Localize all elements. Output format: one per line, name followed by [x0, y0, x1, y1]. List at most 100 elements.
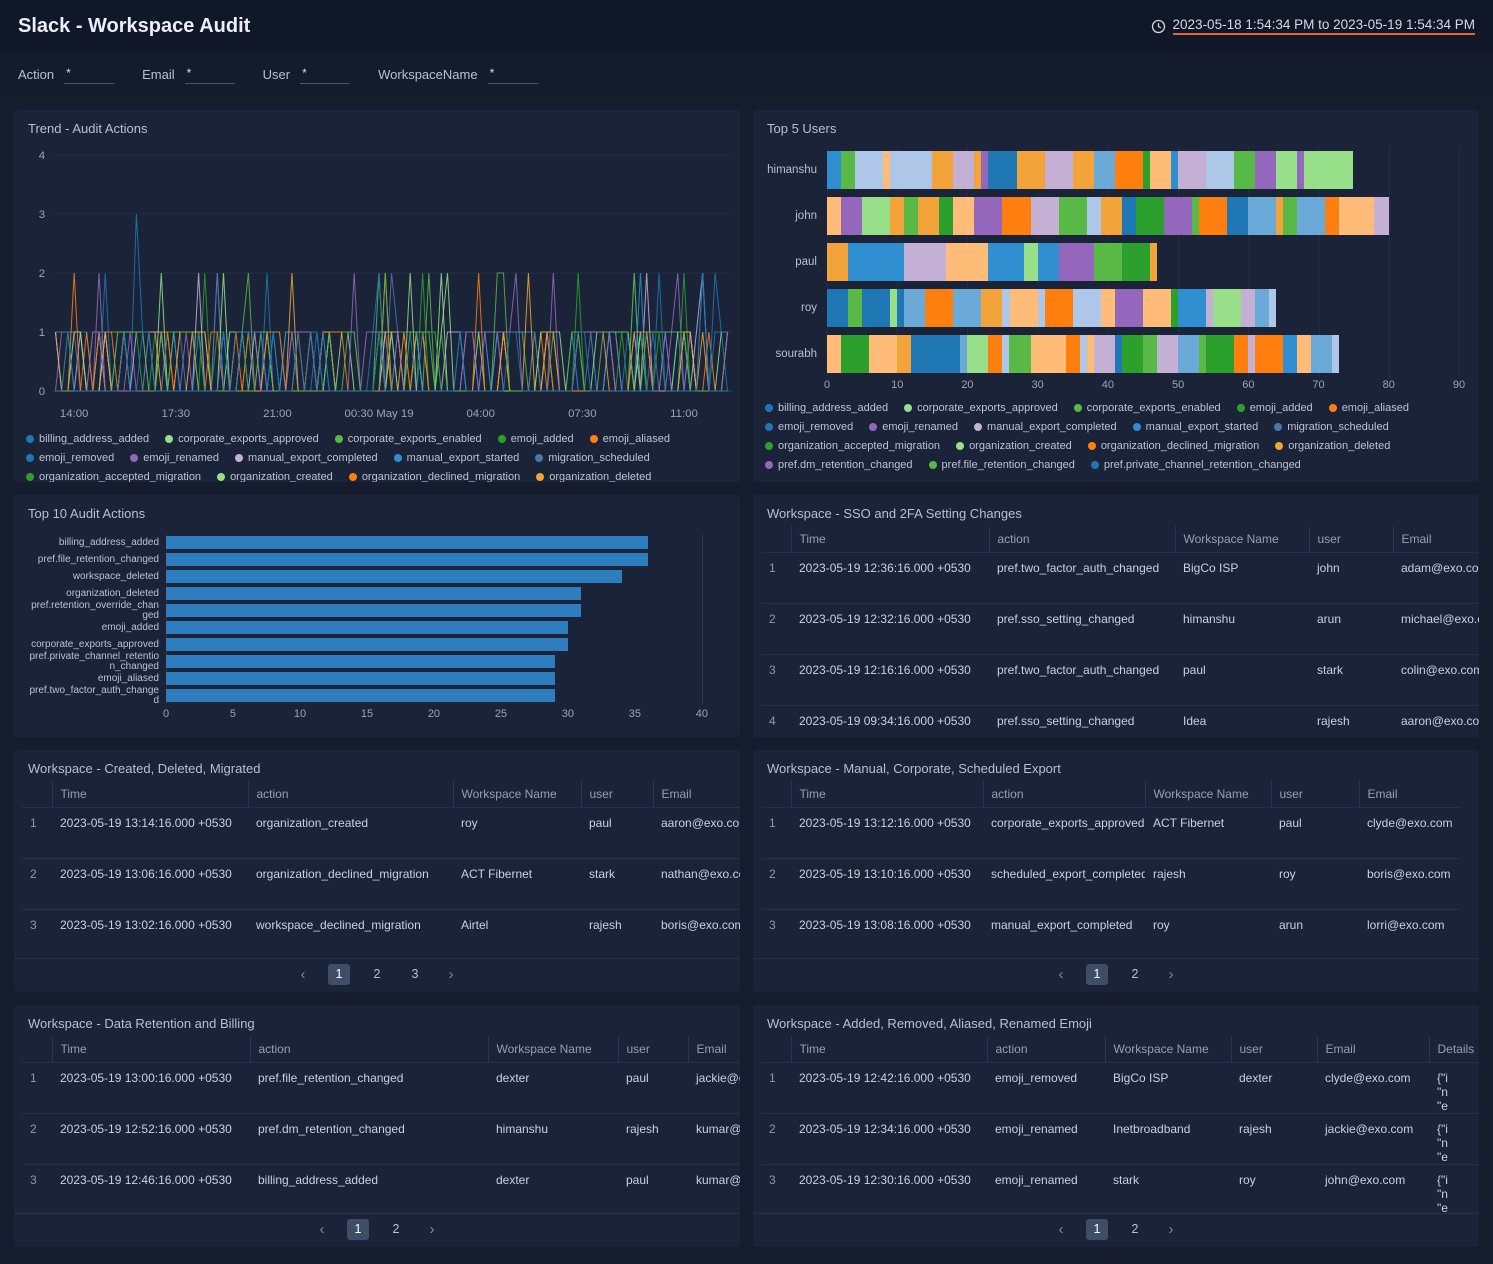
legend-item[interactable]: corporate_exports_enabled — [1073, 398, 1221, 417]
legend-item[interactable]: organization_created — [217, 467, 333, 482]
filter-input-workspacename[interactable]: * — [487, 66, 538, 84]
pager-next-icon[interactable]: › — [1168, 966, 1174, 983]
pager-prev-icon[interactable]: ‹ — [1058, 1221, 1064, 1238]
top5-bar-sourabh[interactable] — [827, 331, 1459, 377]
table-row[interactable]: 3 2023-05-19 13:02:16.000 +0530 workspace_… — [22, 909, 740, 958]
table-row[interactable]: 3 2023-05-19 13:08:16.000 +0530 manual_exp… — [761, 909, 1459, 958]
legend-item[interactable]: emoji_removed — [765, 417, 853, 436]
table-row[interactable]: 1 2023-05-19 13:12:16.000 +0530 corporate_… — [761, 807, 1459, 859]
legend-item[interactable]: organization_deleted — [1275, 436, 1390, 455]
column-header-email[interactable]: Email — [1316, 1036, 1429, 1063]
top5-bar-himanshu[interactable] — [827, 147, 1459, 193]
filter-input-email[interactable]: * — [184, 66, 235, 84]
table-row[interactable]: 1 2023-05-19 13:14:16.000 +0530 organizati… — [22, 807, 740, 859]
table-row[interactable]: 1 2023-05-19 13:00:16.000 +0530 pref.file_… — [22, 1062, 740, 1114]
column-header-workspace-name[interactable]: Workspace Name — [1144, 781, 1271, 808]
legend-item[interactable]: emoji_renamed — [130, 448, 219, 467]
column-header-workspace-name[interactable]: Workspace Name — [487, 1036, 618, 1063]
top5-bar-john[interactable] — [827, 193, 1459, 239]
table-row[interactable]: 4 2023-05-19 09:34:16.000 +0530 pref.sso_s… — [761, 705, 1479, 737]
top5-bar-roy[interactable] — [827, 285, 1459, 331]
top10-bar-1[interactable] — [166, 553, 649, 566]
pager-page-2[interactable]: 2 — [1131, 1222, 1139, 1236]
table-row[interactable]: 1 2023-05-19 12:36:16.000 +0530 pref.two_f… — [761, 552, 1479, 604]
top5-bar-paul[interactable] — [827, 239, 1459, 285]
table-row[interactable]: 3 2023-05-19 12:46:16.000 +0530 billing_ad… — [22, 1164, 740, 1213]
column-header-user[interactable]: user — [1308, 526, 1393, 553]
column-header-user[interactable]: user — [1270, 781, 1359, 808]
column-header-action[interactable]: action — [249, 1036, 488, 1063]
filter-input-action[interactable]: * — [64, 66, 115, 84]
table-row[interactable]: 1 2023-05-19 12:42:16.000 +0530 emoji_remo… — [761, 1062, 1479, 1114]
column-header-action[interactable]: action — [988, 526, 1175, 553]
table-row[interactable]: 2 2023-05-19 12:32:16.000 +0530 pref.sso_s… — [761, 603, 1479, 655]
legend-item[interactable]: emoji_aliased — [589, 429, 670, 448]
column-header-time[interactable]: Time — [790, 526, 989, 553]
legend-item[interactable]: migration_scheduled — [1274, 417, 1389, 436]
top10-bar-2[interactable] — [166, 570, 622, 583]
pager-page-2[interactable]: 2 — [392, 1222, 400, 1236]
column-header-email[interactable]: Email — [1392, 526, 1479, 553]
table-row[interactable]: 3 2023-05-19 12:30:16.000 +0530 emoji_rena… — [761, 1164, 1479, 1213]
pager-page-1[interactable]: 1 — [347, 1219, 369, 1240]
column-header-action[interactable]: action — [986, 1036, 1105, 1063]
legend-item[interactable]: emoji_aliased — [1328, 398, 1409, 417]
legend-item[interactable]: manual_export_completed — [235, 448, 378, 467]
legend-item[interactable]: emoji_removed — [26, 448, 114, 467]
legend-item[interactable]: manual_export_started — [1132, 417, 1258, 436]
pager-next-icon[interactable]: › — [1168, 1221, 1174, 1238]
pager-page-2[interactable]: 2 — [373, 967, 381, 981]
legend-item[interactable]: emoji_added — [497, 429, 574, 448]
table-row[interactable]: 2 2023-05-19 12:34:16.000 +0530 emoji_rena… — [761, 1113, 1479, 1165]
legend-item[interactable]: organization_created — [956, 436, 1072, 455]
filter-input-user[interactable]: * — [300, 66, 351, 84]
pager-page-1[interactable]: 1 — [1086, 1219, 1108, 1240]
column-header-action[interactable]: action — [247, 781, 453, 808]
column-header-user[interactable]: user — [1230, 1036, 1317, 1063]
stacked-bars-area[interactable] — [827, 147, 1460, 377]
pager-page-1[interactable]: 1 — [1086, 964, 1108, 985]
table-row[interactable]: 2 2023-05-19 13:10:16.000 +0530 scheduled_… — [761, 858, 1459, 910]
top10-bar-9[interactable] — [166, 689, 555, 702]
legend-item[interactable]: emoji_renamed — [869, 417, 958, 436]
legend-item[interactable]: billing_address_added — [26, 429, 149, 448]
pager-page-3[interactable]: 3 — [411, 967, 419, 981]
legend-item[interactable]: organization_accepted_migration — [26, 467, 201, 482]
legend-item[interactable]: emoji_added — [1236, 398, 1313, 417]
top10-bar-6[interactable] — [166, 638, 568, 651]
legend-item[interactable]: pref.file_retention_changed — [928, 455, 1075, 474]
pager-prev-icon[interactable]: ‹ — [1058, 966, 1064, 983]
table-row[interactable]: 3 2023-05-19 12:16:16.000 +0530 pref.two_f… — [761, 654, 1479, 706]
column-header-email[interactable]: Email — [652, 781, 740, 808]
legend-item[interactable]: billing_address_added — [765, 398, 888, 417]
legend-item[interactable]: pref.dm_retention_changed — [765, 455, 913, 474]
pager-page-2[interactable]: 2 — [1131, 967, 1139, 981]
column-header-time[interactable]: Time — [790, 781, 983, 808]
column-header-action[interactable]: action — [982, 781, 1145, 808]
legend-item[interactable]: organization_declined_migration — [1087, 436, 1259, 455]
legend-item[interactable]: corporate_exports_enabled — [334, 429, 482, 448]
column-header-workspace-name[interactable]: Workspace Name — [1104, 1036, 1231, 1063]
legend-item[interactable]: manual_export_started — [393, 448, 519, 467]
legend-item[interactable]: manual_export_completed — [974, 417, 1117, 436]
column-header-time[interactable]: Time — [790, 1036, 987, 1063]
top5-users-chart[interactable]: himanshu john paul roy sourabh — [765, 147, 1460, 377]
time-range-picker[interactable]: 2023-05-18 1:54:34 PM to 2023-05-19 1:54… — [1151, 17, 1475, 35]
top10-bar-3[interactable] — [166, 587, 582, 600]
table-row[interactable]: 2 2023-05-19 12:52:16.000 +0530 pref.dm_re… — [22, 1113, 740, 1165]
column-header-user[interactable]: user — [617, 1036, 688, 1063]
column-header-user[interactable]: user — [580, 781, 653, 808]
top10-bar-8[interactable] — [166, 672, 555, 685]
legend-item[interactable]: organization_accepted_migration — [765, 436, 940, 455]
pager-prev-icon[interactable]: ‹ — [319, 1221, 325, 1238]
pager-page-1[interactable]: 1 — [328, 964, 350, 985]
column-header-time[interactable]: Time — [51, 781, 248, 808]
top10-bar-0[interactable] — [166, 536, 649, 549]
column-header-email[interactable]: Email — [1358, 781, 1459, 808]
pager-prev-icon[interactable]: ‹ — [300, 966, 306, 983]
legend-item[interactable]: corporate_exports_approved — [904, 398, 1058, 417]
column-header-workspace-name[interactable]: Workspace Name — [1174, 526, 1309, 553]
column-header-email[interactable]: Email — [687, 1036, 740, 1063]
top10-bar-5[interactable] — [166, 621, 568, 634]
trend-line-chart[interactable]: 0 1 2 3 4 14:00 17:30 21:00 00:30 May 19 04:00 07:… — [14, 141, 740, 425]
